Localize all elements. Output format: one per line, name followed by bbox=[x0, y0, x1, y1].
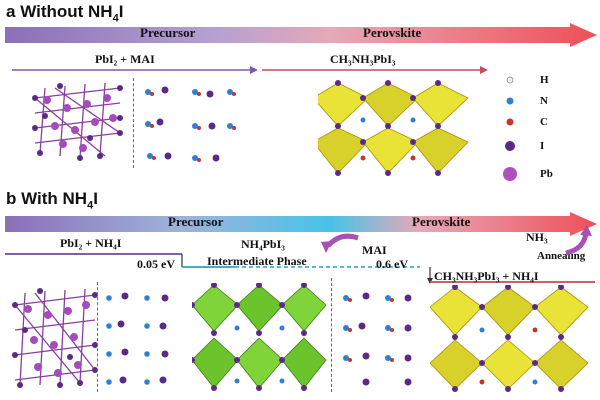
mai-label: MAI bbox=[362, 243, 387, 257]
panel-b-product: CH₃NH₃PbI₃ + NH₄I bbox=[434, 269, 539, 283]
intermediate-label: Intermediate Phase bbox=[207, 254, 307, 268]
legend-h: H bbox=[540, 74, 549, 86]
intermediate-crystal bbox=[192, 283, 327, 391]
legend-i: I bbox=[540, 140, 545, 152]
pbi2-crystal-b bbox=[12, 288, 98, 388]
perovskite-crystal-a bbox=[318, 80, 469, 176]
panel-b-divider-2 bbox=[331, 278, 332, 392]
energy-barrier-2: 0.6 eV bbox=[376, 257, 408, 271]
energy-diagram bbox=[5, 253, 595, 284]
panel-a-divider bbox=[133, 78, 134, 168]
legend-pb: Pb bbox=[540, 168, 553, 180]
panel-b-perovskite-label: Perovskite bbox=[412, 214, 471, 229]
legend-n: N bbox=[540, 95, 548, 107]
legend-c: C bbox=[540, 116, 548, 128]
panel-b-divider-1 bbox=[97, 282, 98, 392]
nh3-release-arrow bbox=[565, 225, 592, 256]
mai-incoming-arrow bbox=[321, 233, 359, 253]
perovskite-crystal-b bbox=[430, 285, 589, 392]
panel-b-title: b With NH4I bbox=[6, 189, 98, 212]
panel-b-process-arrow bbox=[5, 212, 597, 236]
mai-molecules-a bbox=[145, 86, 236, 162]
legend-swatches bbox=[503, 76, 517, 181]
panel-a-title: a Without NH4I bbox=[6, 2, 124, 25]
panel-b-reactants: PbI₂ + NH₄I bbox=[60, 236, 122, 250]
panel-a-product: CH₃NH₃PbI₃ bbox=[330, 52, 396, 66]
energy-barrier-1: 0.05 eV bbox=[137, 257, 175, 271]
mai-molecules-b bbox=[343, 292, 412, 386]
pbi2-crystal-a bbox=[32, 82, 123, 161]
panel-a-perovskite-label: Perovskite bbox=[363, 25, 422, 40]
nh4i-molecules bbox=[106, 292, 169, 385]
panel-a-precursor-label: Precursor bbox=[140, 25, 196, 40]
nh3-label: NH₃ bbox=[526, 230, 548, 244]
panel-a-process-arrow bbox=[5, 23, 597, 47]
panel-a-reactants: PbI₂ + MAI bbox=[95, 52, 155, 66]
panel-a-thin-arrows bbox=[12, 66, 488, 74]
intermediate-formula: NH₄PbI₃ bbox=[241, 237, 285, 251]
panel-b-precursor-label: Precursor bbox=[168, 214, 224, 229]
